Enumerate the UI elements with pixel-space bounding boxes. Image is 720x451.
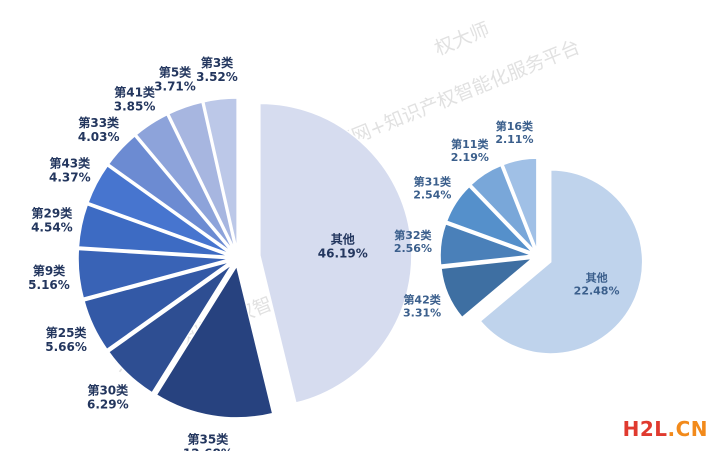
large-slice-0 bbox=[259, 102, 413, 404]
small-slice-4-value: 2.19% bbox=[451, 151, 489, 164]
large-slice-2-name: 第30类 bbox=[87, 382, 129, 397]
large-slice-7-value: 4.03% bbox=[78, 130, 120, 144]
large-slice-0-label: 其他 46.19% bbox=[318, 231, 368, 260]
large-slice-3 bbox=[83, 260, 232, 351]
large-slice-2-value: 6.29% bbox=[87, 397, 129, 411]
logo-part2: .CN bbox=[667, 417, 708, 441]
pie-chart-large: 其他46.19%第35类12.68%第30类6.29%第25类5.66%第9类5… bbox=[28, 55, 413, 451]
small-slice-4 bbox=[469, 164, 536, 252]
large-slice-9-value: 3.71% bbox=[154, 80, 196, 94]
h2l-logo: H2L.CN bbox=[623, 417, 708, 441]
large-slice-2 bbox=[107, 263, 234, 394]
large-slice-3-value: 5.66% bbox=[45, 340, 87, 354]
large-slice-5-name: 第29类 bbox=[32, 206, 74, 221]
large-slice-3-name: 第25类 bbox=[46, 325, 88, 340]
small-slice-4-name: 第11类 bbox=[451, 137, 489, 151]
large-slice-1 bbox=[155, 263, 274, 419]
logo-part1: H2L bbox=[622, 417, 668, 441]
small-slice-2-label: 第32类 2.56% bbox=[394, 228, 433, 255]
small-slice-3-name: 第31类 bbox=[414, 174, 452, 188]
large-slice-0-name: 其他 bbox=[331, 231, 355, 246]
large-slice-10-name: 第3类 bbox=[201, 55, 234, 70]
small-slice-2-name: 第32类 bbox=[394, 228, 432, 242]
small-slice-2-value: 2.56% bbox=[394, 242, 432, 255]
large-slice-10 bbox=[202, 97, 238, 251]
large-slice-0-value: 46.19% bbox=[318, 246, 368, 260]
large-slice-4-value: 5.16% bbox=[28, 278, 70, 292]
small-slice-4-label: 第11类 2.19% bbox=[451, 137, 490, 164]
small-slice-5-label: 第16类 2.11% bbox=[495, 119, 534, 146]
small-slice-3-value: 2.54% bbox=[413, 188, 451, 201]
large-slice-5-label: 第29类 4.54% bbox=[31, 206, 73, 235]
small-slice-2 bbox=[439, 222, 533, 266]
large-slice-8 bbox=[135, 113, 235, 252]
small-slice-5 bbox=[502, 157, 538, 251]
large-slice-6-name: 第43类 bbox=[49, 156, 91, 171]
large-slice-9-name: 第5类 bbox=[159, 65, 192, 80]
large-slice-6 bbox=[87, 164, 232, 255]
small-slice-0 bbox=[479, 169, 644, 355]
small-slice-3-label: 第31类 2.54% bbox=[413, 174, 452, 201]
large-slice-10-value: 3.52% bbox=[196, 70, 238, 84]
large-slice-8-value: 3.85% bbox=[114, 100, 156, 114]
small-slice-1-label: 第42类 3.31% bbox=[403, 292, 442, 319]
large-slice-4-name: 第9类 bbox=[33, 263, 66, 278]
small-slice-5-name: 第16类 bbox=[496, 119, 534, 133]
large-slice-1-name: 第35类 bbox=[188, 432, 230, 447]
large-slice-9 bbox=[167, 101, 237, 251]
small-slice-3 bbox=[445, 185, 534, 254]
large-slice-5-value: 4.54% bbox=[31, 221, 73, 235]
large-slice-10-label: 第3类 3.52% bbox=[196, 55, 238, 84]
large-slice-8-name: 第41类 bbox=[114, 85, 156, 100]
large-slice-7-name: 第33类 bbox=[78, 115, 120, 130]
large-slice-7-label: 第33类 4.03% bbox=[78, 115, 120, 144]
large-slice-4 bbox=[77, 248, 231, 300]
small-slice-0-label: 其他 22.48% bbox=[574, 270, 620, 297]
large-slice-4-label: 第9类 5.16% bbox=[28, 263, 70, 292]
large-slice-2-label: 第30类 6.29% bbox=[87, 382, 129, 411]
pie-chart-small: 其他 22.48%第42类 3.31%第32类 2.56%第31类 2.54%第11类 2… bbox=[394, 119, 644, 355]
large-slice-1-value: 12.68% bbox=[183, 447, 233, 451]
large-slice-8-label: 第41类 3.85% bbox=[114, 85, 156, 114]
large-slice-5 bbox=[77, 203, 231, 258]
large-slice-6-value: 4.37% bbox=[49, 171, 91, 185]
small-slice-1-value: 3.31% bbox=[403, 306, 441, 319]
small-slice-0-value: 22.48% bbox=[574, 284, 620, 297]
small-slice-5-value: 2.11% bbox=[495, 133, 533, 146]
large-slice-3-label: 第25类 5.66% bbox=[45, 325, 87, 354]
large-slice-6-label: 第43类 4.37% bbox=[49, 156, 91, 185]
small-slice-1 bbox=[440, 257, 535, 319]
large-slice-9-label: 第5类 3.71% bbox=[154, 65, 196, 94]
large-slice-7 bbox=[107, 134, 233, 254]
small-slice-0-name: 其他 bbox=[586, 270, 608, 284]
small-slice-1-name: 第42类 bbox=[403, 292, 441, 306]
large-slice-1-label: 第35类12.68% bbox=[183, 432, 233, 451]
